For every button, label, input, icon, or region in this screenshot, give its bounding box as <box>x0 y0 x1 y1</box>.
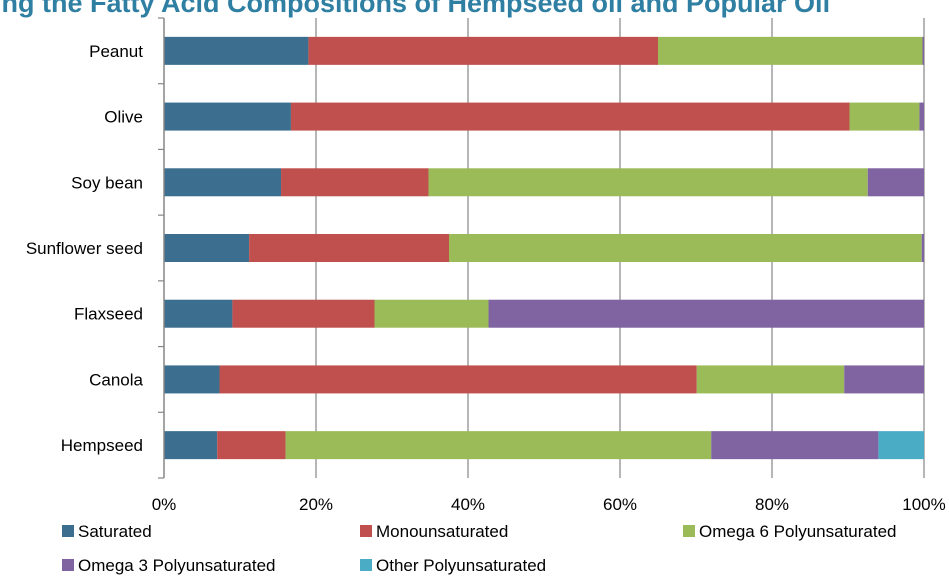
legend-swatch <box>683 525 695 537</box>
bar-segment <box>711 431 879 460</box>
x-tick-label: 80% <box>755 495 789 514</box>
legend-swatch <box>62 525 74 537</box>
legend-label: Monounsaturated <box>376 522 508 541</box>
bar-segment <box>878 431 924 460</box>
bar-segment <box>658 36 923 65</box>
x-tick-label: 40% <box>451 495 485 514</box>
bar-segment <box>164 299 233 328</box>
category-label: Canola <box>89 370 143 389</box>
x-tick-labels: 0% 20% 40% 60% 80% 100% <box>152 495 946 514</box>
legend-swatch <box>360 559 372 571</box>
x-tick-label: 60% <box>603 495 637 514</box>
bar-segment <box>219 365 697 394</box>
bar-segment <box>849 102 920 131</box>
bar-segment <box>290 102 850 131</box>
x-tick-label: 0% <box>152 495 177 514</box>
legend-label: Saturated <box>78 522 152 541</box>
axes <box>158 17 165 479</box>
bar-segment <box>488 299 924 328</box>
bar-segment <box>164 102 291 131</box>
bar-segment <box>232 299 375 328</box>
bar-segment <box>844 365 924 394</box>
bar-segment <box>164 431 218 460</box>
bar-segment <box>217 431 286 460</box>
bar-segment <box>164 36 309 65</box>
bar-segment <box>428 168 868 197</box>
x-tick-label: 100% <box>902 495 945 514</box>
bar-segment <box>308 36 658 65</box>
x-tick-label: 20% <box>299 495 333 514</box>
bar-segment <box>921 234 924 262</box>
legend-swatch <box>62 559 74 571</box>
bar-segment <box>867 168 924 197</box>
bar-segment <box>919 102 924 131</box>
legend-label: Other Polyunsaturated <box>376 556 546 575</box>
bar-segment <box>281 168 429 197</box>
bar-area <box>164 36 924 460</box>
bar-segment <box>696 365 845 394</box>
bar-segment <box>164 168 282 197</box>
bar-segment <box>449 234 922 262</box>
bar-segment <box>922 36 924 65</box>
category-label: Peanut <box>89 42 143 61</box>
category-label: Soy bean <box>71 173 143 192</box>
legend-label: Omega 6 Polyunsaturated <box>699 522 897 541</box>
bar-segment <box>164 365 220 394</box>
chart-title: ing the Fatty Acid Compositions of Hemps… <box>0 0 830 18</box>
category-label: Hempseed <box>61 436 143 455</box>
category-labels: Peanut Olive Soy bean Sunflower seed Flaxsee… <box>26 42 144 455</box>
category-label: Flaxseed <box>74 305 143 324</box>
category-label: Olive <box>104 108 143 127</box>
bar-segment <box>249 234 449 262</box>
category-label: Sunflower seed <box>26 239 143 258</box>
legend-swatch <box>360 525 372 537</box>
legend: Saturated Monounsaturated Omega 6 Polyunsa… <box>62 522 897 575</box>
legend-label: Omega 3 Polyunsaturated <box>78 556 276 575</box>
bar-segment <box>285 431 712 460</box>
bar-segment <box>164 234 250 262</box>
bar-segment <box>374 299 489 328</box>
